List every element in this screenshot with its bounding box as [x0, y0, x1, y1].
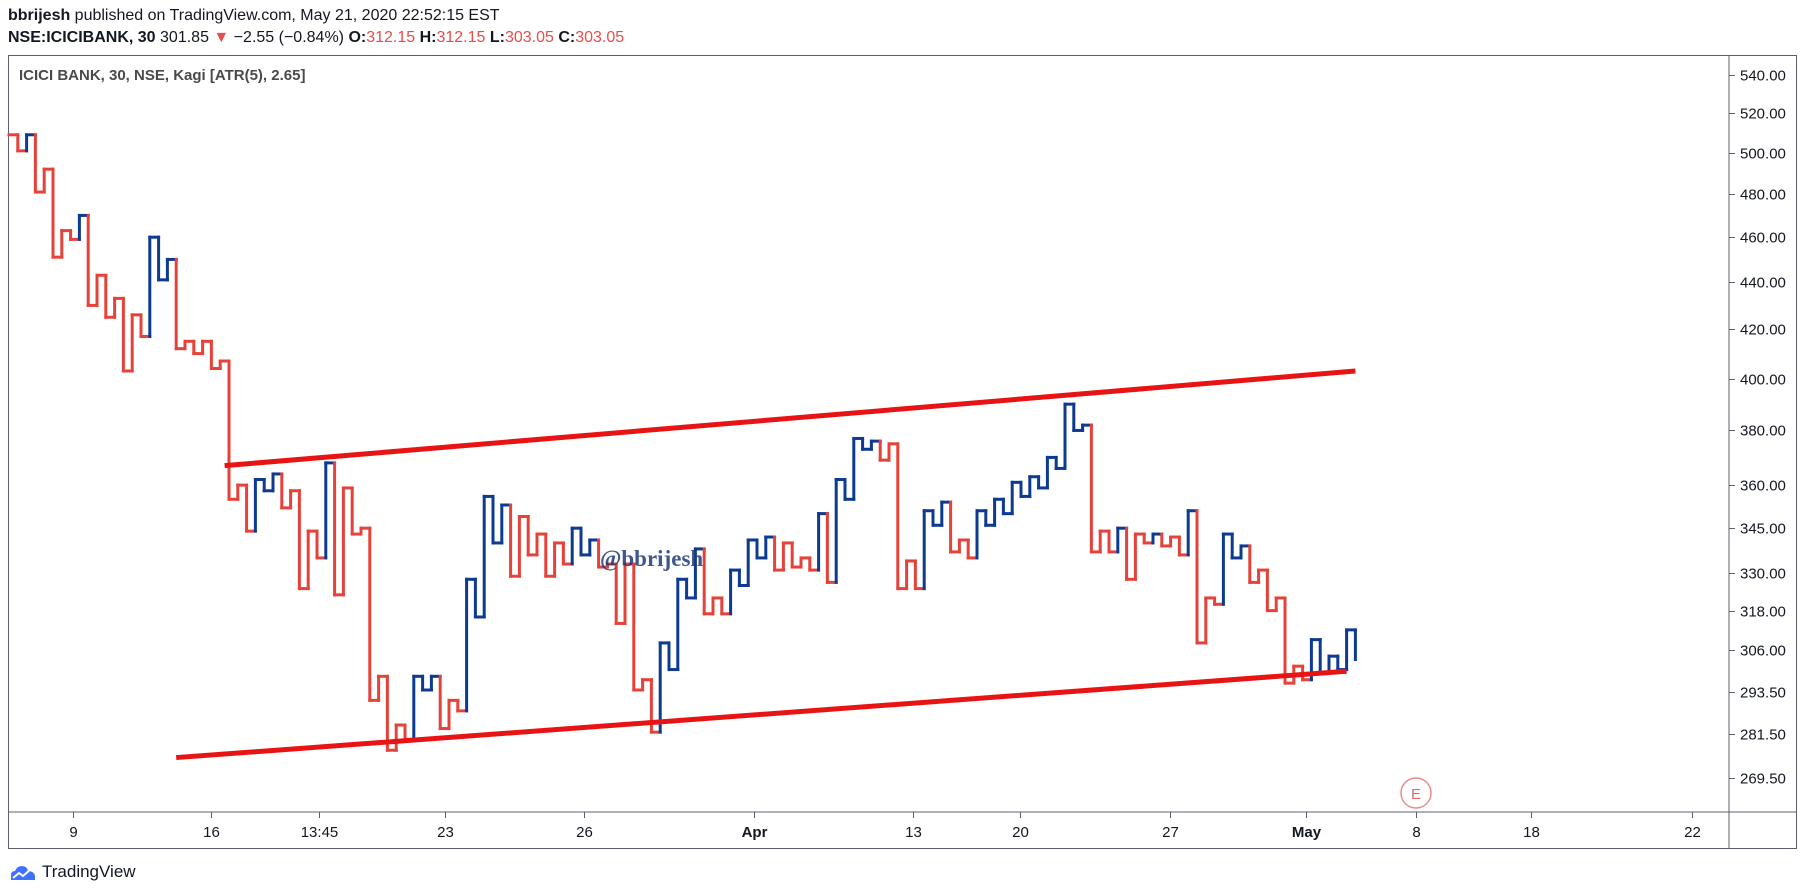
earnings-marker-label: E: [1411, 786, 1421, 803]
publish-info: bbrijesh published on TradingView.com, M…: [8, 6, 500, 26]
x-tick-label: 27: [1162, 824, 1179, 841]
symbol-label: NSE:ICICIBANK, 30: [8, 29, 156, 46]
x-tick-label: 22: [1684, 824, 1701, 841]
y-tick-label: 281.50: [1740, 727, 1786, 744]
y-tick-label: 520.00: [1740, 106, 1786, 123]
y-tick-label: 480.00: [1740, 187, 1786, 204]
price-change: −2.55 (−0.84%): [229, 29, 349, 46]
x-tick-label: 8: [1412, 824, 1420, 841]
chart-frame: [8, 55, 1797, 849]
x-tick-label: 18: [1523, 824, 1540, 841]
x-tick-label: May: [1292, 824, 1322, 841]
y-tick-label: 318.00: [1740, 604, 1786, 621]
open-label: O:: [348, 29, 367, 46]
published-text: published on TradingView.com, May 21, 20…: [70, 7, 500, 24]
tradingview-footer[interactable]: TradingView: [8, 862, 136, 882]
earnings-marker-icon: [1400, 777, 1432, 809]
y-tick-label: 400.00: [1740, 372, 1786, 389]
y-tick-label: 420.00: [1740, 322, 1786, 339]
x-tick-label: 13: [905, 824, 922, 841]
y-tick-label: 380.00: [1740, 423, 1786, 440]
y-tick-label: 345.00: [1740, 521, 1786, 538]
x-tick-label: Apr: [742, 824, 768, 841]
x-tick-label: 13:45: [301, 824, 339, 841]
close-label: C:: [553, 29, 576, 46]
quote-line: NSE:ICICIBANK, 30 301.85 ▼ −2.55 (−0.84%…: [8, 28, 624, 48]
y-tick-label: 360.00: [1740, 478, 1786, 495]
author-watermark: @bbrijesh: [600, 546, 704, 571]
lower-trend-line: [176, 668, 1347, 761]
y-tick-label: 269.50: [1740, 771, 1786, 788]
x-tick-label: 20: [1012, 824, 1029, 841]
high-label: H:: [415, 29, 437, 46]
footer-brand: TradingView: [42, 862, 136, 881]
low-value: 303.05: [504, 29, 554, 46]
series-legend[interactable]: ICICI BANK, 30, NSE, Kagi [ATR(5), 2.65]: [19, 67, 306, 84]
upper-trend-line: [224, 368, 1356, 469]
last-price: 301.85: [155, 29, 214, 46]
author-name[interactable]: bbrijesh: [8, 7, 71, 24]
x-tick-label: 9: [69, 824, 77, 841]
tradingview-logo-icon: [11, 866, 35, 880]
y-tick-label: 440.00: [1740, 275, 1786, 292]
down-arrow-icon: ▼: [213, 29, 230, 46]
y-tick-label: 460.00: [1740, 230, 1786, 247]
y-tick-label: 540.00: [1740, 68, 1786, 85]
high-value: 312.15: [436, 29, 486, 46]
open-value: 312.15: [366, 29, 416, 46]
x-tick-label: 16: [203, 824, 220, 841]
close-value: 303.05: [575, 29, 625, 46]
y-tick-label: 330.00: [1740, 566, 1786, 583]
x-tick-label: 23: [437, 824, 454, 841]
y-tick-label: 500.00: [1740, 146, 1786, 163]
x-tick-label: 26: [576, 824, 593, 841]
y-tick-label: 293.50: [1740, 685, 1786, 702]
y-tick-label: 306.00: [1740, 643, 1786, 660]
low-label: L:: [485, 29, 505, 46]
